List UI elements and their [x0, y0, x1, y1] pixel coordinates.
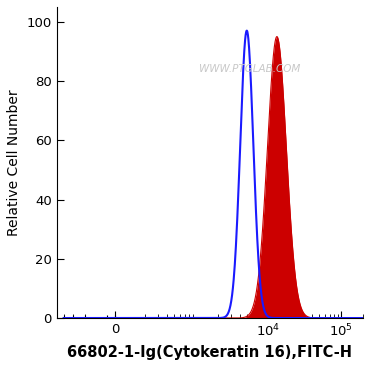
- Y-axis label: Relative Cell Number: Relative Cell Number: [7, 89, 21, 236]
- Text: WWW.PTGLAB.COM: WWW.PTGLAB.COM: [199, 64, 300, 74]
- X-axis label: 66802-1-Ig(Cytokeratin 16),FITC-H: 66802-1-Ig(Cytokeratin 16),FITC-H: [67, 345, 352, 360]
